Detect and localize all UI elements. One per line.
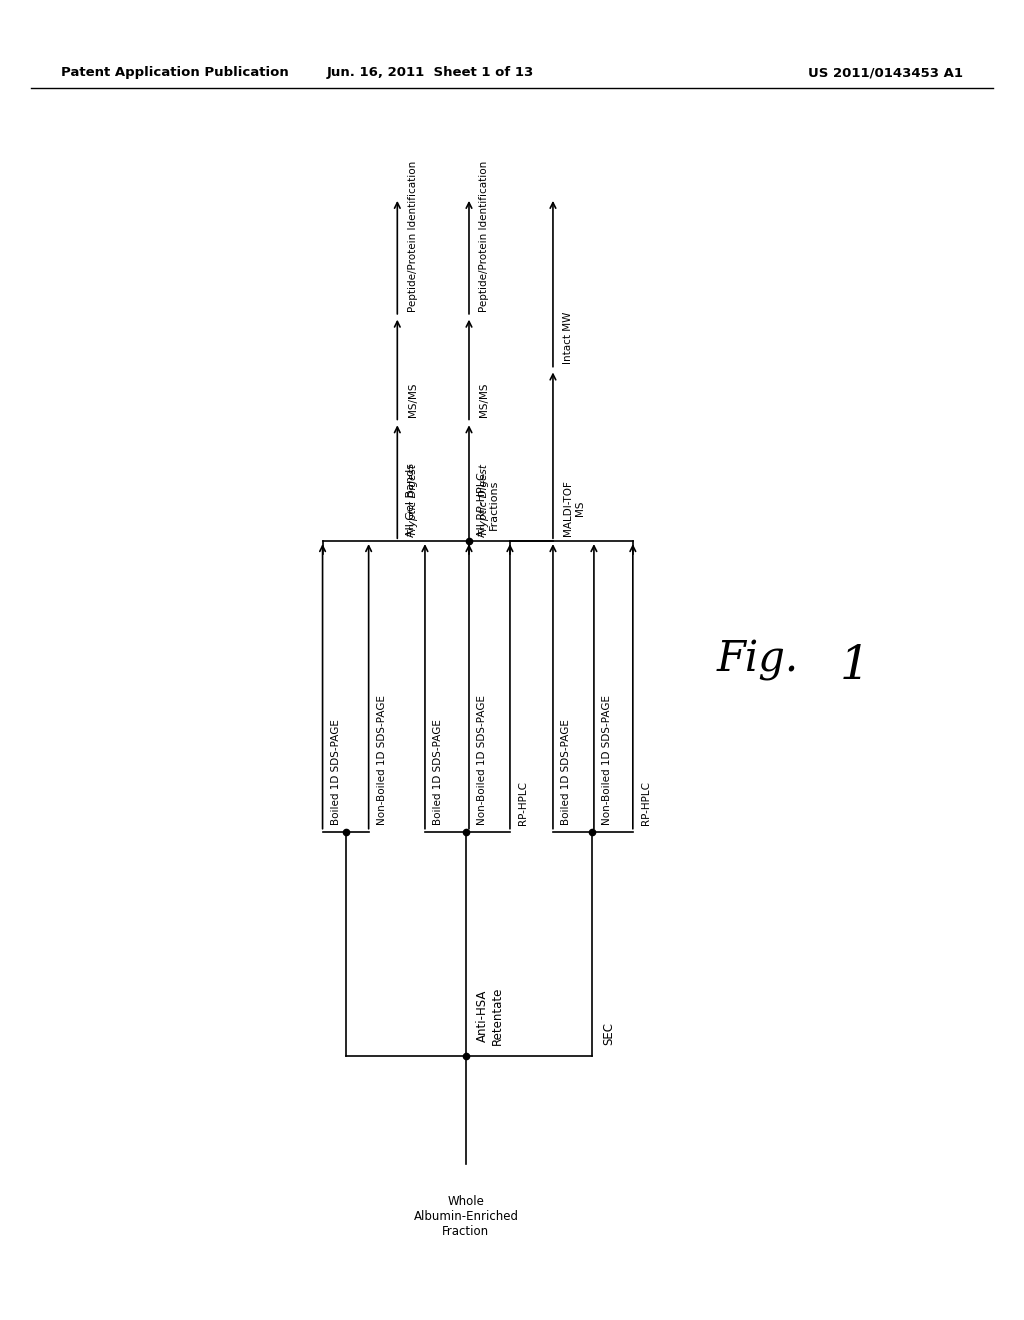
Text: Non-Boiled 1D SDS-PAGE: Non-Boiled 1D SDS-PAGE xyxy=(377,696,387,825)
Text: Anti-HSA
Retentate: Anti-HSA Retentate xyxy=(476,987,504,1045)
Text: Non-Boiled 1D SDS-PAGE: Non-Boiled 1D SDS-PAGE xyxy=(477,696,487,825)
Text: All RP-HPLC
Fractions: All RP-HPLC Fractions xyxy=(477,473,499,537)
Text: MS/MS: MS/MS xyxy=(479,383,489,417)
Text: US 2011/0143453 A1: US 2011/0143453 A1 xyxy=(808,66,963,79)
Text: Intact MW: Intact MW xyxy=(563,312,573,364)
Text: Tryptic Digest: Tryptic Digest xyxy=(408,463,418,536)
Text: Tryptic Digest: Tryptic Digest xyxy=(479,463,489,536)
Text: Boiled 1D SDS-PAGE: Boiled 1D SDS-PAGE xyxy=(331,719,341,825)
Text: Boiled 1D SDS-PAGE: Boiled 1D SDS-PAGE xyxy=(433,719,443,825)
Text: Patent Application Publication: Patent Application Publication xyxy=(61,66,289,79)
Text: All Gel Bands: All Gel Bands xyxy=(406,463,416,537)
Text: 1: 1 xyxy=(840,644,869,689)
Text: Fig.: Fig. xyxy=(717,639,799,681)
Text: MS/MS: MS/MS xyxy=(408,383,418,417)
Text: Jun. 16, 2011  Sheet 1 of 13: Jun. 16, 2011 Sheet 1 of 13 xyxy=(327,66,534,79)
Text: Peptide/Protein Identification: Peptide/Protein Identification xyxy=(408,160,418,312)
Text: Boiled 1D SDS-PAGE: Boiled 1D SDS-PAGE xyxy=(561,719,571,825)
Text: RP-HPLC: RP-HPLC xyxy=(641,781,651,825)
Text: Peptide/Protein Identification: Peptide/Protein Identification xyxy=(479,160,489,312)
Text: MALDI-TOF
MS: MALDI-TOF MS xyxy=(563,480,585,536)
Text: RP-HPLC: RP-HPLC xyxy=(518,781,528,825)
Text: SEC: SEC xyxy=(602,1023,615,1045)
Text: Whole
Albumin-Enriched
Fraction: Whole Albumin-Enriched Fraction xyxy=(414,1195,518,1238)
Text: Non-Boiled 1D SDS-PAGE: Non-Boiled 1D SDS-PAGE xyxy=(602,696,612,825)
